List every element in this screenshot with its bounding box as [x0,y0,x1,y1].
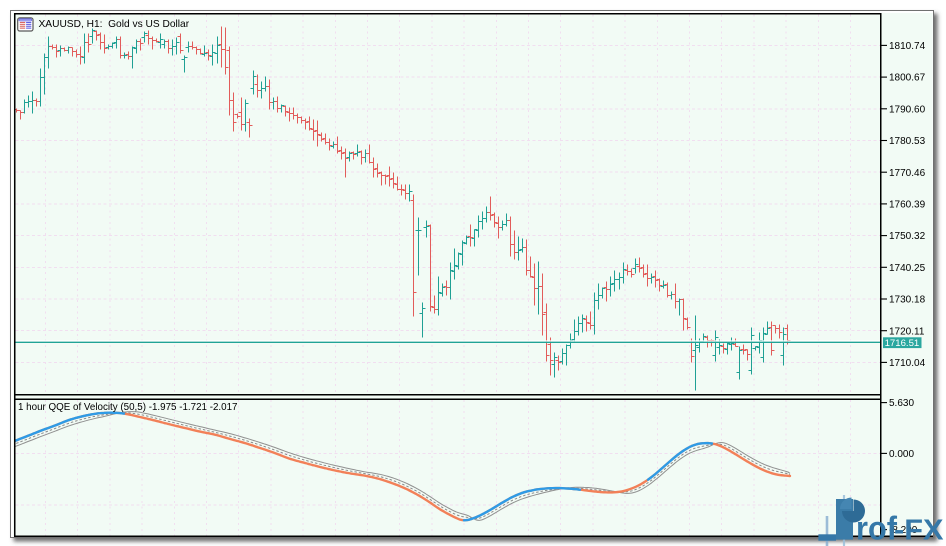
svg-text:5.630: 5.630 [889,398,914,409]
svg-text:1780.53: 1780.53 [889,136,926,147]
svg-text:1710.04: 1710.04 [889,358,926,369]
svg-text:1760.39: 1760.39 [889,200,926,211]
svg-text:1720.11: 1720.11 [889,326,925,337]
svg-text:1716.51: 1716.51 [885,338,920,349]
svg-text:1750.32: 1750.32 [889,231,926,242]
svg-text:1770.46: 1770.46 [889,168,926,179]
svg-text:1730.18: 1730.18 [889,295,926,306]
svg-text:XAUUSD, H1: Gold vs US Dollar: XAUUSD, H1: Gold vs US Dollar [39,19,190,30]
svg-text:1740.25: 1740.25 [889,263,926,274]
svg-text:0.000: 0.000 [889,449,914,460]
svg-text:-FX: -FX [894,515,944,546]
svg-text:rof: rof [856,510,898,546]
svg-text:1 hour QQE of Velocity (50,5): 1 hour QQE of Velocity (50,5) -1.975 -1.… [18,402,237,413]
svg-text:1800.67: 1800.67 [889,73,926,84]
svg-text:-8.290: -8.290 [889,525,918,536]
svg-text:1790.60: 1790.60 [889,104,926,115]
svg-text:1810.74: 1810.74 [889,41,926,52]
